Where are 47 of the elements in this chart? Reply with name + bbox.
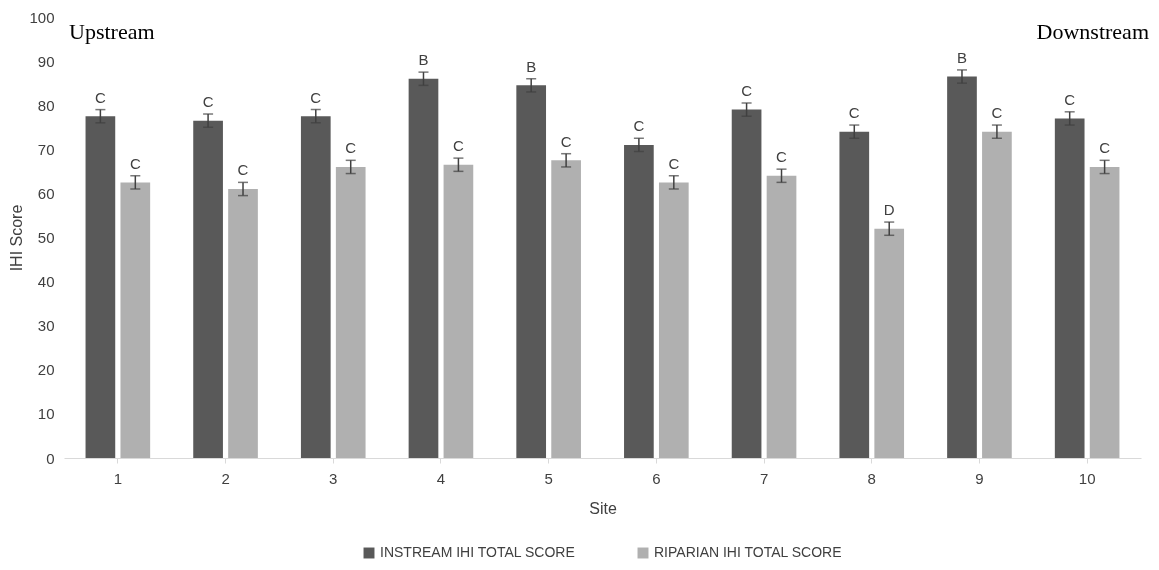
y-axis-title: IHI Score [8, 204, 26, 272]
y-tick-label: 80 [37, 96, 55, 114]
data-label: B [526, 57, 537, 75]
y-tick-label: 90 [37, 52, 55, 70]
x-axis-title: Site [589, 499, 617, 517]
data-label: C [129, 154, 141, 172]
x-tick-label: 5 [544, 469, 553, 487]
x-tick-label: 8 [867, 469, 876, 487]
data-label: C [1064, 90, 1076, 108]
data-label: C [776, 148, 788, 166]
legend-label: RIPARIAN IHI TOTAL SCORE [654, 544, 842, 560]
data-label: C [633, 117, 645, 135]
data-label: C [310, 88, 322, 106]
annotation: Upstream [69, 19, 155, 44]
x-tick-label: 4 [436, 469, 446, 487]
x-tick-label: 6 [652, 469, 661, 487]
legend-label: INSTREAM IHI TOTAL SCORE [380, 544, 575, 560]
data-label: C [237, 161, 249, 179]
data-label: C [202, 93, 214, 111]
y-tick-label: 60 [37, 184, 55, 202]
x-tick-label: 3 [329, 469, 338, 487]
data-label: C [452, 137, 464, 155]
data-label: C [991, 104, 1003, 122]
y-tick-label: 30 [37, 317, 55, 335]
data-label: D [883, 201, 895, 219]
x-tick-label: 9 [975, 469, 984, 487]
x-tick-label: 1 [113, 469, 123, 487]
data-label: C [668, 154, 680, 172]
x-tick-label: 7 [759, 469, 769, 487]
data-label: C [1099, 139, 1111, 157]
y-tick-label: 70 [37, 140, 55, 158]
y-tick-label: 20 [37, 361, 55, 379]
y-tick-label: 50 [37, 229, 55, 246]
y-tick-label: 100 [29, 8, 55, 26]
y-tick-label: 40 [37, 273, 55, 291]
x-tick-label: 2 [221, 469, 230, 487]
data-label: C [741, 82, 753, 99]
y-tick-label: 10 [37, 405, 55, 423]
annotation: Downstream [1036, 19, 1149, 44]
data-label: C [94, 88, 106, 106]
data-label: B [956, 48, 967, 66]
x-tick-label: 10 [1078, 469, 1096, 487]
data-label: B [418, 51, 429, 69]
y-tick-label: 0 [46, 449, 55, 467]
data-label: C [560, 132, 572, 150]
data-label: C [848, 104, 860, 122]
data-label: C [345, 139, 357, 157]
